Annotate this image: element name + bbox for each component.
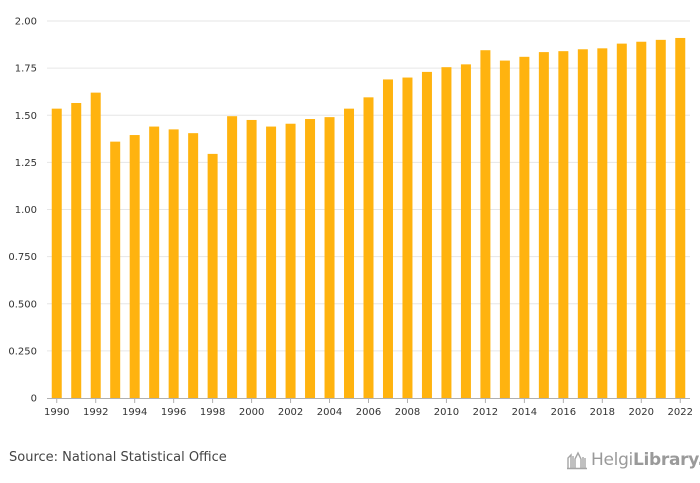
logo-word-library: Library. [632, 450, 700, 470]
bar-1994 [129, 135, 140, 399]
bar-2018 [597, 48, 608, 399]
x-tick-label: 2016 [551, 407, 576, 418]
y-tick-label: 2.00 [15, 17, 37, 28]
bar-2010 [441, 67, 452, 399]
y-tick-label: 0.500 [8, 299, 37, 310]
bar-1998 [207, 153, 218, 398]
bar-1991 [71, 102, 82, 398]
y-tick-label: 1.50 [15, 111, 37, 122]
bar-2001 [266, 126, 277, 398]
bar-2006 [363, 97, 374, 398]
x-tick-label: 2022 [668, 407, 693, 418]
bar-2002 [285, 123, 296, 399]
bar-1992 [90, 92, 101, 398]
bar-2008 [402, 77, 413, 399]
x-tick-label: 1990 [44, 407, 69, 418]
bar-2016 [558, 51, 569, 398]
x-tick-label: 2012 [473, 407, 498, 418]
helgi-library-logo[interactable]: Helgi Library. [566, 447, 700, 473]
bar-2014 [519, 56, 530, 398]
bar-2022 [675, 37, 686, 399]
bar-1990 [51, 108, 62, 398]
y-tick-label: 0.750 [8, 252, 37, 263]
x-tick-label: 2010 [434, 407, 459, 418]
y-tick-label: 1.75 [15, 64, 37, 75]
x-tick-label: 1994 [122, 407, 147, 418]
bar-1996 [168, 129, 179, 398]
x-tick-label: 1998 [200, 407, 225, 418]
x-tick-label: 1996 [161, 407, 186, 418]
logo-word-helgi: Helgi [591, 450, 633, 470]
y-tick-label: 0 [31, 394, 37, 405]
bar-1993 [110, 141, 121, 398]
bar-chart: 0 0.250 0.500 0.750 1.00 1.25 1.50 1.75 2.00 1990… [8, 17, 693, 419]
x-tick-label: 2018 [590, 407, 615, 418]
bar-2009 [421, 71, 432, 399]
bar-2003 [305, 119, 316, 399]
bar-2017 [577, 49, 588, 399]
x-tick-label: 2020 [629, 407, 654, 418]
bar-2012 [480, 50, 491, 398]
library-building-icon [567, 451, 587, 470]
x-tick-label: 2004 [317, 407, 342, 418]
x-tick-label: 2014 [512, 407, 537, 418]
y-tick-label: 1.25 [15, 158, 37, 169]
source-note: Source: National Statistical Office [9, 450, 227, 465]
y-tick-label: 0.250 [8, 346, 37, 357]
x-tick-label: 1992 [83, 407, 108, 418]
bar-1995 [149, 126, 160, 398]
bar-2020 [636, 41, 647, 399]
bar-2011 [460, 64, 471, 398]
bar-2021 [655, 39, 666, 398]
x-tick-label: 2008 [395, 407, 420, 418]
x-tick-label: 2000 [239, 407, 264, 418]
bar-2007 [382, 79, 393, 398]
x-tick-label: 2002 [278, 407, 303, 418]
bar-1999 [227, 116, 238, 398]
bar-2004 [324, 117, 335, 398]
bar-2015 [538, 52, 549, 398]
bar-2019 [616, 43, 627, 399]
bar-2013 [499, 60, 510, 399]
bar-1997 [188, 133, 199, 398]
y-tick-label: 1.00 [15, 205, 37, 216]
bar-2000 [246, 119, 257, 399]
x-tick-label: 2006 [356, 407, 381, 418]
bar-2005 [344, 108, 355, 398]
